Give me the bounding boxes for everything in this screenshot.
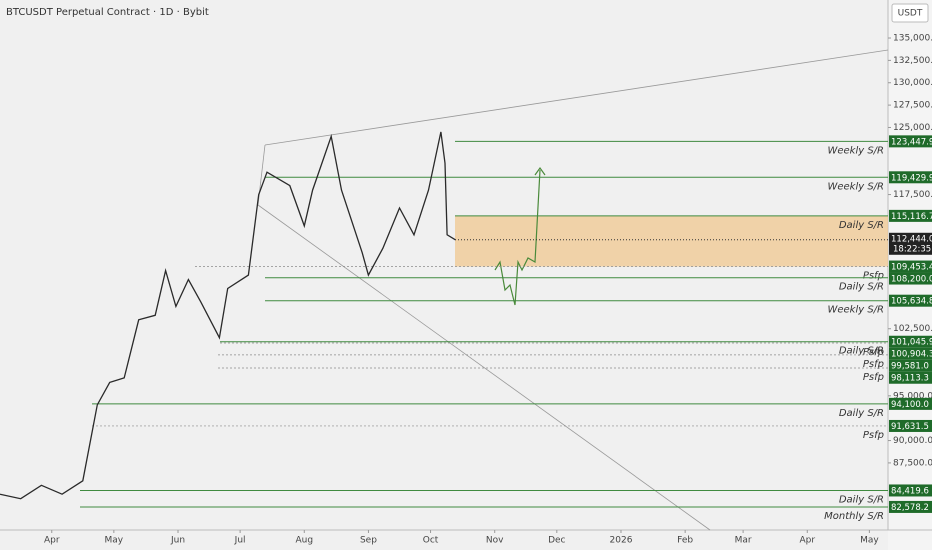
y-tick-label: 130,000.0 xyxy=(893,78,932,88)
projection-arrow xyxy=(534,166,546,176)
price-label-box xyxy=(889,359,932,372)
price-label-box xyxy=(889,419,932,432)
level-name: Daily S/R xyxy=(839,346,884,357)
currency-button[interactable] xyxy=(891,3,929,23)
x-tick-label: Mar xyxy=(735,536,752,546)
projection-path[interactable] xyxy=(494,169,541,306)
price-label: 101,045.9 xyxy=(891,338,932,348)
y-tick-label: 102,500.0 xyxy=(893,324,932,334)
price-label-box xyxy=(889,135,932,148)
price-label: 108,200.0 xyxy=(891,275,932,285)
price-label-box xyxy=(889,260,932,273)
level-name: Daily S/R xyxy=(839,282,884,293)
y-tick-label: 87,500.0 xyxy=(893,458,932,468)
supply-zone xyxy=(455,215,888,267)
price-label: 98,113.3 xyxy=(891,374,929,384)
price-label: 119,429.9 xyxy=(891,173,932,183)
x-tick-label: Aug xyxy=(295,536,313,546)
price-label-box xyxy=(889,371,932,384)
trend-line xyxy=(257,204,711,531)
price-label-box xyxy=(889,347,932,360)
level-name: Psfp xyxy=(863,430,884,441)
x-tick-label: Jun xyxy=(170,536,185,546)
current-price-box xyxy=(889,232,932,255)
level-name: Monthly S/R xyxy=(824,511,884,522)
price-label: 94,100.0 xyxy=(891,400,929,410)
countdown: 18:22:35 xyxy=(893,244,931,254)
level-name: Psfp xyxy=(863,347,884,358)
price-label: 84,419.6 xyxy=(891,486,929,496)
level-name: Weekly S/R xyxy=(827,145,884,156)
y-tick-label: 127,500.0 xyxy=(893,101,932,111)
level-name: Weekly S/R xyxy=(827,181,884,192)
level-name: Psfp xyxy=(863,359,884,370)
x-tick-label: Nov xyxy=(486,536,504,546)
level-name: Weekly S/R xyxy=(827,305,884,316)
x-tick-label: Dec xyxy=(548,536,565,546)
price-label: 91,631.5 xyxy=(891,422,929,432)
level-name: Psfp xyxy=(863,271,884,282)
price-label: 82,578.2 xyxy=(891,503,929,513)
price-label-box xyxy=(889,294,932,307)
price-label: 115,116.7 xyxy=(891,212,932,222)
x-tick-label: Sep xyxy=(360,536,377,546)
price-label-box xyxy=(889,272,932,285)
y-tick-label: 95,000.0 xyxy=(893,391,932,401)
price-label: 109,453.4 xyxy=(891,263,932,273)
level-name: Daily S/R xyxy=(839,220,884,231)
price-line xyxy=(0,131,456,500)
trend-line xyxy=(264,49,889,146)
level-name: Daily S/R xyxy=(839,408,884,419)
price-label-box xyxy=(889,484,932,497)
level-name: Psfp xyxy=(863,372,884,383)
x-tick-label: May xyxy=(860,536,879,546)
y-tick-label: 117,500.0 xyxy=(893,190,932,200)
price-label: 105,634.8 xyxy=(891,297,932,307)
price-label-box xyxy=(889,500,932,513)
price-label-box xyxy=(889,209,932,222)
y-tick-label: 132,500.0 xyxy=(893,56,932,66)
price-label-box xyxy=(889,335,932,348)
x-tick-label: Apr xyxy=(44,536,60,546)
price-label-box xyxy=(889,397,932,410)
y-tick-label: 135,000.0 xyxy=(893,34,932,44)
x-tick-label: Jul xyxy=(234,536,246,546)
level-name: Daily S/R xyxy=(839,494,884,505)
x-tick-label: May xyxy=(105,536,124,546)
current-price-label: 112,444.0 xyxy=(891,234,932,244)
currency-label[interactable]: USDT xyxy=(898,9,923,19)
x-tick-label: Apr xyxy=(799,536,815,546)
symbol-title[interactable]: BTCUSDT Perpetual Contract · 1D · Bybit xyxy=(6,7,209,18)
price-label-box xyxy=(889,171,932,184)
price-label: 100,904.3 xyxy=(891,350,932,360)
price-label: 99,581.0 xyxy=(891,362,929,372)
price-label: 123,447.9 xyxy=(891,137,932,147)
x-tick-label: Oct xyxy=(423,536,439,546)
y-tick-label: 125,000.0 xyxy=(893,123,932,133)
y-tick-label: 90,000.0 xyxy=(893,436,932,446)
x-tick-label: Feb xyxy=(677,536,693,546)
x-tick-label: 2026 xyxy=(610,536,633,546)
